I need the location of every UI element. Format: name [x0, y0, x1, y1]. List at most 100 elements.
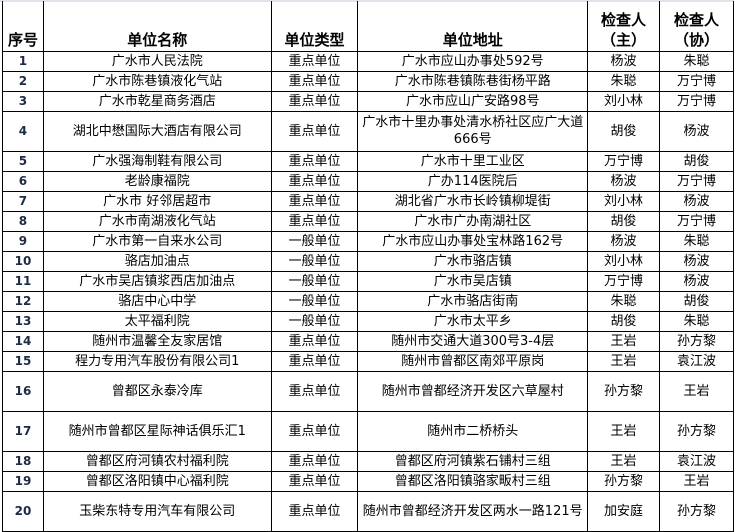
cell-unit-name[interactable]: 广水市乾星商务酒店 [42, 90, 272, 112]
cell-index[interactable]: 8 [2, 210, 44, 232]
cell-inspector-main[interactable]: 刘小林 [587, 190, 660, 212]
cell-inspector-main[interactable]: 加安庭 [587, 490, 660, 532]
cell-index[interactable]: 13 [2, 310, 44, 332]
cell-index[interactable]: 11 [2, 270, 44, 292]
cell-unit-name[interactable]: 广水市南湖液化气站 [42, 210, 272, 232]
cell-unit-type[interactable]: 重点单位 [270, 90, 359, 112]
cell-index[interactable]: 10 [2, 250, 44, 272]
cell-inspector-assist[interactable]: 万宁博 [658, 210, 734, 232]
cell-index[interactable]: 12 [2, 290, 44, 312]
cell-index[interactable]: 1 [2, 50, 44, 72]
cell-inspector-main[interactable]: 孙方黎 [587, 470, 660, 492]
cell-unit-address[interactable]: 广水市十里工业区 [357, 150, 589, 172]
cell-unit-type[interactable]: 重点单位 [270, 370, 359, 412]
cell-inspector-main[interactable]: 朱聪 [587, 290, 660, 312]
cell-unit-name[interactable]: 广水强海制鞋有限公司 [42, 150, 272, 172]
cell-inspector-assist[interactable]: 杨波 [658, 250, 734, 272]
cell-inspector-main[interactable]: 胡俊 [587, 110, 660, 152]
cell-inspector-main[interactable]: 王岩 [587, 330, 660, 352]
cell-inspector-main[interactable]: 杨波 [587, 170, 660, 192]
cell-unit-type[interactable]: 重点单位 [270, 450, 359, 472]
cell-unit-type[interactable]: 一般单位 [270, 310, 359, 332]
cell-unit-name[interactable]: 广水市第一自来水公司 [42, 230, 272, 252]
cell-index[interactable]: 6 [2, 170, 44, 192]
cell-inspector-assist[interactable]: 孙方黎 [658, 410, 734, 452]
cell-inspector-main[interactable]: 万宁博 [587, 150, 660, 172]
cell-inspector-assist[interactable]: 胡俊 [658, 150, 734, 172]
cell-unit-name[interactable]: 太平福利院 [42, 310, 272, 332]
cell-inspector-assist[interactable]: 朱聪 [658, 50, 734, 72]
cell-inspector-assist[interactable]: 袁江波 [658, 350, 734, 372]
cell-inspector-assist[interactable]: 王岩 [658, 470, 734, 492]
cell-unit-address[interactable]: 曾都区府河镇紫石铺村三组 [357, 450, 589, 472]
cell-inspector-assist[interactable]: 万宁博 [658, 70, 734, 92]
cell-index[interactable]: 9 [2, 230, 44, 252]
cell-unit-type[interactable]: 重点单位 [270, 210, 359, 232]
cell-unit-type[interactable]: 重点单位 [270, 50, 359, 72]
cell-index[interactable]: 16 [2, 370, 44, 412]
cell-unit-type[interactable]: 重点单位 [270, 110, 359, 152]
cell-inspector-assist[interactable]: 杨波 [658, 270, 734, 292]
cell-inspector-main[interactable]: 王岩 [587, 350, 660, 372]
cell-inspector-main[interactable]: 胡俊 [587, 310, 660, 332]
cell-inspector-assist[interactable]: 胡俊 [658, 290, 734, 312]
cell-unit-type[interactable]: 一般单位 [270, 230, 359, 252]
cell-index[interactable]: 5 [2, 150, 44, 172]
cell-unit-name[interactable]: 程力专用汽车股份有限公司1 [42, 350, 272, 372]
cell-unit-address[interactable]: 广水市应山办事处592号 [357, 50, 589, 72]
cell-inspector-main[interactable]: 孙方黎 [587, 370, 660, 412]
cell-unit-address[interactable]: 广水市骆店街南 [357, 290, 589, 312]
cell-index[interactable]: 17 [2, 410, 44, 452]
cell-unit-address[interactable]: 广水市太平乡 [357, 310, 589, 332]
cell-unit-address[interactable]: 广水市应山广安路98号 [357, 90, 589, 112]
cell-inspector-main[interactable]: 刘小林 [587, 90, 660, 112]
cell-inspector-assist[interactable]: 朱聪 [658, 310, 734, 332]
cell-unit-name[interactable]: 随州市曾都区星际神话俱乐汇1 [42, 410, 272, 452]
cell-unit-name[interactable]: 老龄康福院 [42, 170, 272, 192]
cell-unit-address[interactable]: 广办114医院后 [357, 170, 589, 192]
cell-unit-address[interactable]: 广水市广办南湖社区 [357, 210, 589, 232]
cell-unit-address[interactable]: 随州市曾都经济开发区两水一路121号 [357, 490, 589, 532]
cell-unit-address[interactable]: 广水市骆店镇 [357, 250, 589, 272]
cell-inspector-assist[interactable]: 杨波 [658, 190, 734, 212]
cell-unit-type[interactable]: 重点单位 [270, 470, 359, 492]
cell-index[interactable]: 3 [2, 90, 44, 112]
cell-unit-name[interactable]: 玉柴东特专用汽车有限公司 [42, 490, 272, 532]
cell-inspector-assist[interactable]: 王岩 [658, 370, 734, 412]
cell-unit-address[interactable]: 随州市二桥桥头 [357, 410, 589, 452]
cell-unit-address[interactable]: 曾都区洛阳镇骆家畈村三组 [357, 470, 589, 492]
cell-inspector-main[interactable]: 王岩 [587, 410, 660, 452]
cell-unit-name[interactable]: 曾都区永泰冷库 [42, 370, 272, 412]
cell-unit-name[interactable]: 广水市 好邻居超市 [42, 190, 272, 212]
cell-unit-type[interactable]: 一般单位 [270, 250, 359, 272]
cell-unit-address[interactable]: 随州市曾都经济开发区六草屋村 [357, 370, 589, 412]
cell-unit-address[interactable]: 随州市交通大道300号3-4层 [357, 330, 589, 352]
cell-unit-type[interactable]: 重点单位 [270, 70, 359, 92]
cell-index[interactable]: 4 [2, 110, 44, 152]
cell-unit-type[interactable]: 一般单位 [270, 270, 359, 292]
cell-unit-address[interactable]: 广水市吴店镇 [357, 270, 589, 292]
cell-index[interactable]: 15 [2, 350, 44, 372]
cell-unit-name[interactable]: 骆店加油点 [42, 250, 272, 272]
cell-unit-type[interactable]: 重点单位 [270, 190, 359, 212]
cell-inspector-main[interactable]: 杨波 [587, 50, 660, 72]
cell-unit-name[interactable]: 广水市人民法院 [42, 50, 272, 72]
cell-unit-name[interactable]: 曾都区洛阳镇中心福利院 [42, 470, 272, 492]
cell-unit-address[interactable]: 广水市应山办事处宝林路162号 [357, 230, 589, 252]
cell-index[interactable]: 19 [2, 470, 44, 492]
cell-unit-name[interactable]: 广水市陈巷镇液化气站 [42, 70, 272, 92]
cell-unit-name[interactable]: 广水市吴店镇浆西店加油点 [42, 270, 272, 292]
cell-unit-name[interactable]: 湖北中懋国际大酒店有限公司 [42, 110, 272, 152]
cell-inspector-main[interactable]: 朱聪 [587, 70, 660, 92]
cell-index[interactable]: 7 [2, 190, 44, 212]
cell-unit-name[interactable]: 随州市温馨全友家居馆 [42, 330, 272, 352]
cell-index[interactable]: 18 [2, 450, 44, 472]
cell-unit-address[interactable]: 广水市陈巷镇陈巷街杨平路 [357, 70, 589, 92]
cell-inspector-main[interactable]: 杨波 [587, 230, 660, 252]
cell-inspector-main[interactable]: 胡俊 [587, 210, 660, 232]
cell-unit-type[interactable]: 重点单位 [270, 150, 359, 172]
cell-unit-type[interactable]: 一般单位 [270, 290, 359, 312]
cell-unit-type[interactable]: 重点单位 [270, 410, 359, 452]
cell-inspector-assist[interactable]: 孙方黎 [658, 330, 734, 352]
cell-inspector-assist[interactable]: 杨波 [658, 110, 734, 152]
